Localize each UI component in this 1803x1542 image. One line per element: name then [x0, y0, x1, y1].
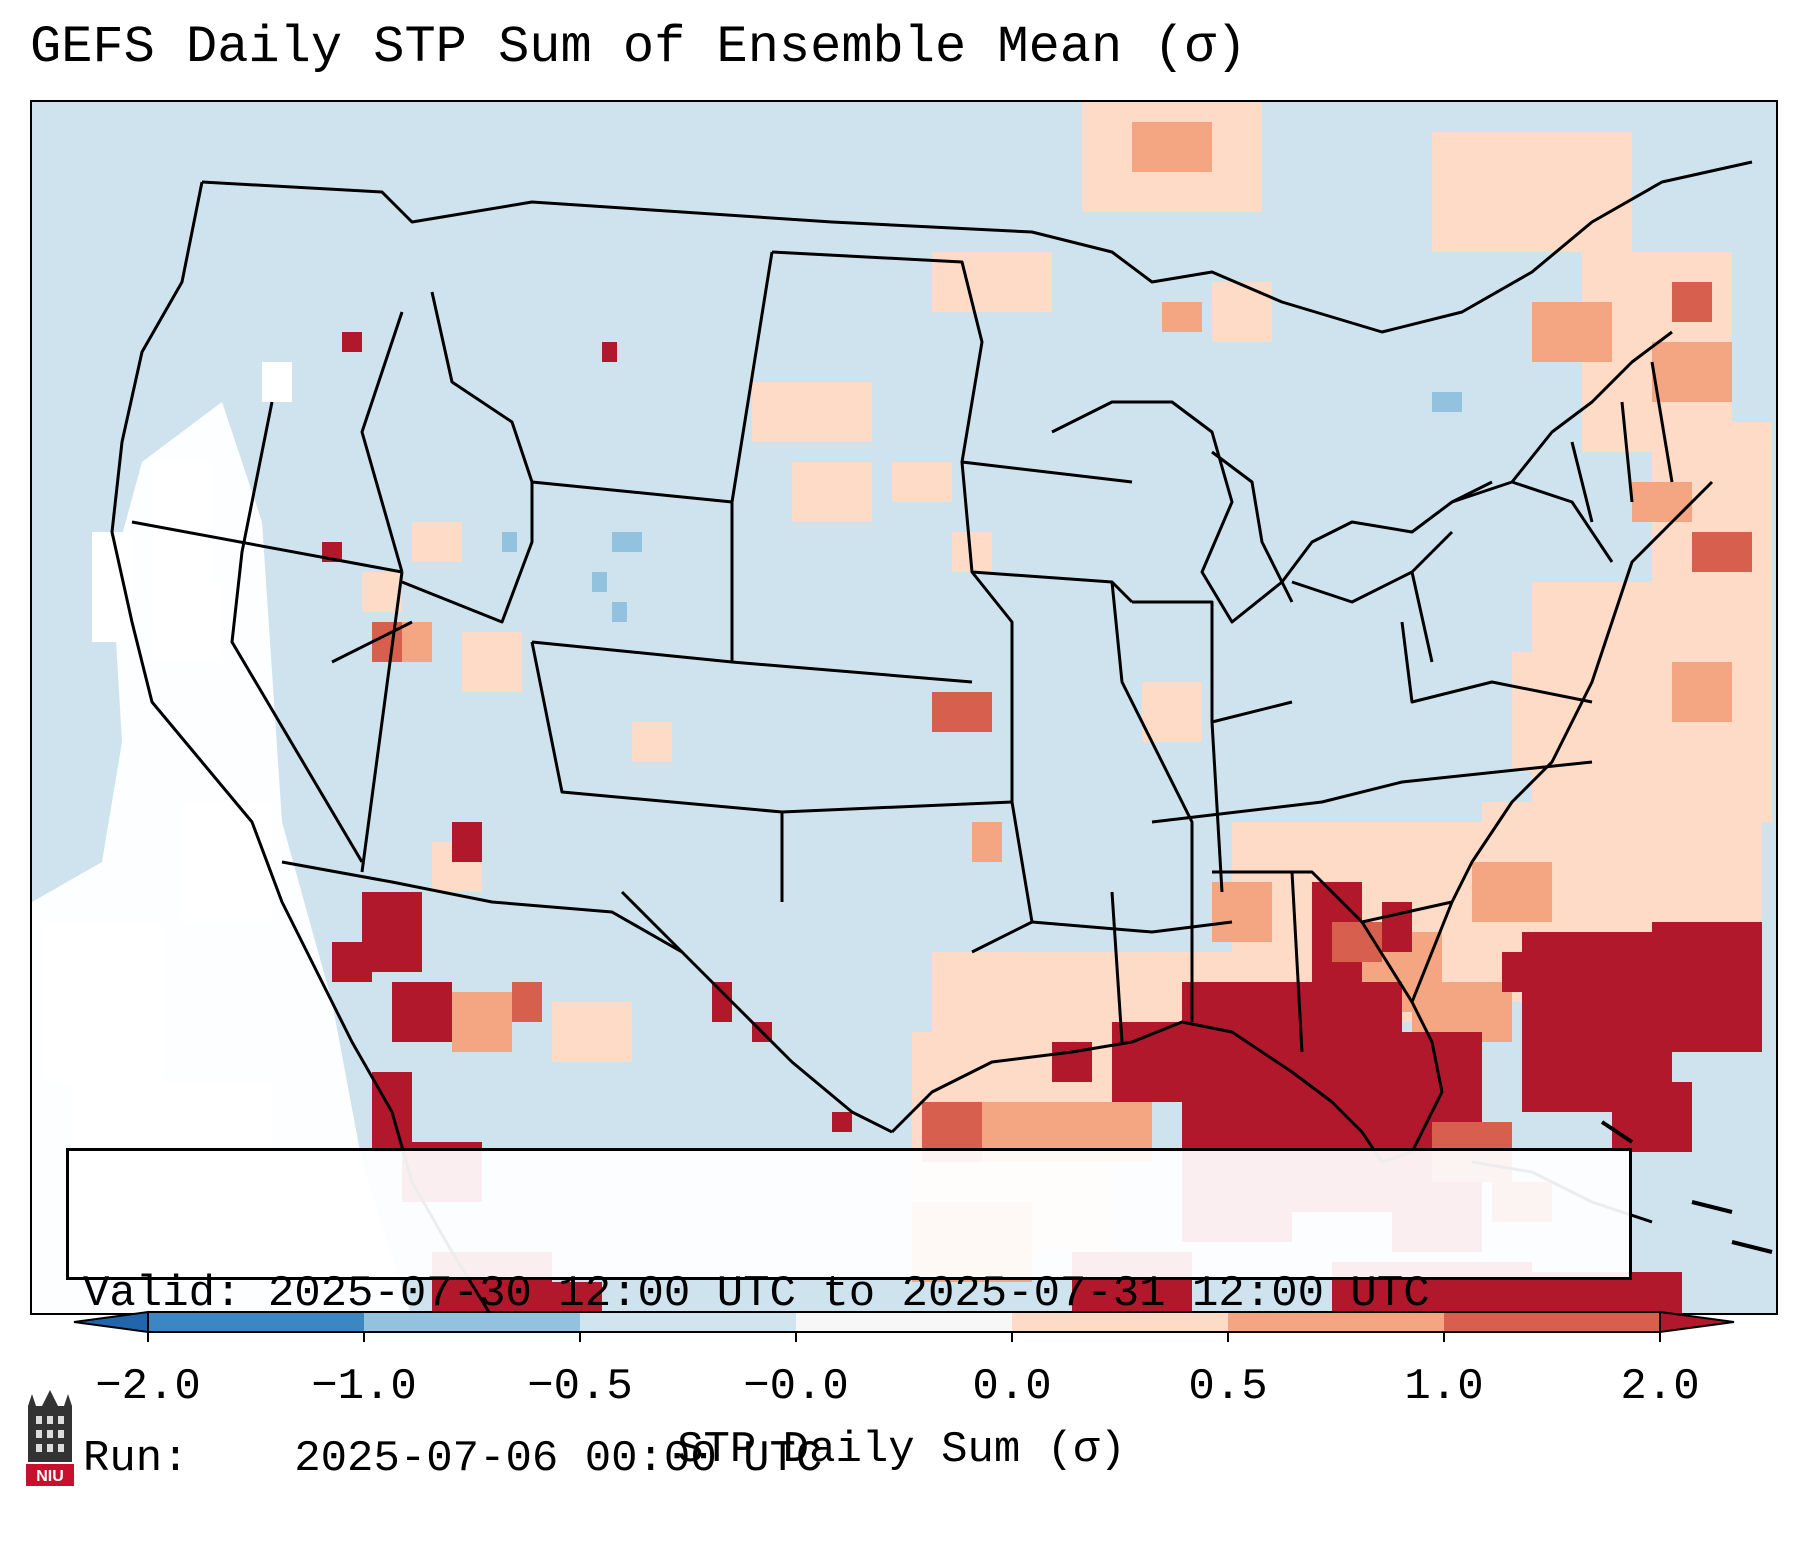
- colorbar-bin-5: [1012, 1312, 1228, 1332]
- niu-logo-icon: NIU: [26, 1390, 74, 1486]
- validity-info-box: Valid: 2025-07-30 12:00 UTC to 2025-07-3…: [66, 1148, 1632, 1484]
- colorbar-tick-label: 2.0: [1620, 1362, 1700, 1412]
- run-label: Run:: [83, 1434, 189, 1484]
- valid-line: Valid: 2025-07-30 12:00 UTC to 2025-07-3…: [83, 1267, 1629, 1322]
- colorbar-tick-label: 0.0: [972, 1362, 1052, 1412]
- valid-label: Valid:: [83, 1269, 242, 1319]
- valid-value: 2025-07-30 12:00 UTC to 2025-07-31 12:00…: [267, 1269, 1430, 1319]
- colorbar: [73, 1310, 1735, 1342]
- colorbar-tick-label: −2.0: [95, 1362, 201, 1412]
- colorbar-ticks: [147, 1332, 1661, 1342]
- colorbar-under-triangle: [73, 1310, 149, 1334]
- colorbar-bin-2: [364, 1312, 580, 1332]
- colorbar-bin-6: [1228, 1312, 1444, 1332]
- colorbar-bin-3: [580, 1312, 796, 1332]
- colorbar-bin-1: [148, 1312, 364, 1332]
- logo-text: NIU: [36, 1468, 64, 1485]
- colorbar-bin-7: [1444, 1312, 1660, 1332]
- political-boundaries: [110, 160, 1753, 1313]
- colorbar-bin-4: [796, 1312, 1012, 1332]
- colorbar-tick-label: −1.0: [311, 1362, 417, 1412]
- run-value: 2025-07-06 00:00 UTC: [294, 1434, 823, 1484]
- stp-negative: [502, 392, 1462, 622]
- colorbar-outline: [147, 1311, 1661, 1333]
- colorbar-tick-label: 1.0: [1404, 1362, 1484, 1412]
- islands: [1600, 1120, 1773, 1254]
- run-line: Run: 2025-07-06 00:00 UTC: [83, 1432, 1629, 1487]
- map-panel[interactable]: [30, 100, 1778, 1315]
- colorbar-tick-label: −0.5: [527, 1362, 633, 1412]
- colorbar-over-triangle: [1659, 1310, 1735, 1334]
- map-svg: [32, 102, 1773, 1313]
- colorbar-label: STP Daily Sum (σ): [677, 1425, 1126, 1475]
- colorbar-tick-label: 0.5: [1188, 1362, 1268, 1412]
- chart-title: GEFS Daily STP Sum of Ensemble Mean (σ): [30, 18, 1247, 77]
- colorbar-tick-label: −0.0: [743, 1362, 849, 1412]
